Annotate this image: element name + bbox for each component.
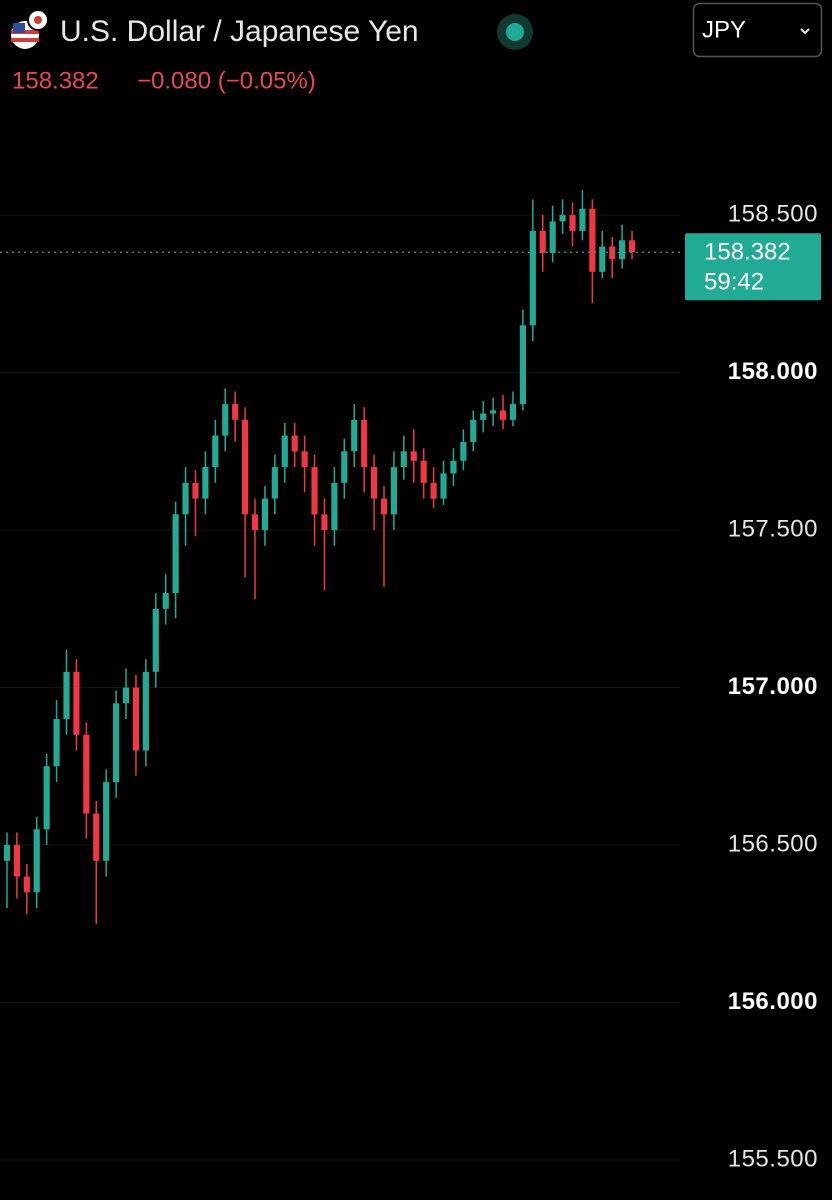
flag-icon	[11, 9, 49, 49]
candle-body	[162, 593, 169, 609]
candle-body	[113, 703, 120, 783]
symbol-title: U.S. Dollar / Japanese Yen	[60, 15, 419, 48]
candle-body	[242, 419, 249, 515]
candle-body	[559, 215, 566, 222]
candle-body	[301, 451, 308, 468]
candle-body	[202, 467, 209, 499]
candle-body	[33, 829, 40, 893]
candle-body	[569, 215, 576, 231]
candle-body	[43, 766, 50, 830]
last-price-tag	[685, 233, 821, 301]
candle-body	[142, 671, 149, 751]
countdown-label: 59:42	[704, 269, 764, 296]
candle-body	[380, 498, 388, 515]
y-tick-label: 157.500	[728, 515, 818, 542]
candle-body	[291, 435, 298, 452]
y-tick-label: 156.500	[728, 830, 818, 857]
candle-body	[152, 608, 159, 672]
y-tick-label: 158.000	[728, 358, 818, 385]
candle-body	[450, 460, 457, 474]
candle-body	[628, 240, 636, 253]
chevron	[800, 28, 810, 35]
candle-body	[232, 404, 239, 420]
header-price: 158.382	[12, 67, 99, 94]
candle-body	[182, 482, 189, 515]
candle-body	[619, 240, 626, 260]
candle-body	[609, 246, 616, 260]
candle-body	[470, 419, 477, 442]
candle-body	[390, 467, 397, 515]
candle-body	[370, 467, 378, 499]
candle-body	[440, 473, 447, 499]
candle-body	[321, 514, 328, 531]
candle-body	[529, 230, 536, 326]
candle-body	[361, 419, 368, 468]
currency-select[interactable]: JPY	[692, 2, 823, 58]
currency-label[interactable]: JPY	[702, 16, 746, 43]
candle-body	[222, 404, 229, 436]
candle-body	[132, 687, 140, 751]
candle-body	[480, 413, 487, 420]
market-status-dot	[506, 23, 524, 41]
candle-body	[509, 404, 517, 420]
header-change: −0.080 (−0.05%)	[137, 67, 316, 94]
y-tick-label: 157.000	[728, 673, 818, 700]
candle-body	[331, 482, 338, 531]
candle-body	[63, 671, 70, 720]
candle-body	[212, 435, 219, 468]
candle-body	[251, 514, 259, 531]
candle-body	[351, 419, 358, 452]
candle-body	[23, 876, 30, 893]
candle-body	[281, 435, 288, 468]
y-tick-label: 158.500	[728, 200, 818, 227]
candle-body	[549, 221, 556, 253]
candle-body	[73, 671, 80, 735]
y-tick-label: 155.500	[728, 1145, 818, 1172]
candle-body	[3, 845, 11, 861]
candle-body	[311, 467, 318, 515]
candle-body	[589, 208, 596, 272]
candle-body	[271, 467, 278, 499]
candle-body	[341, 451, 348, 483]
candle-body	[490, 410, 497, 414]
candle-body	[13, 845, 20, 877]
candle-body	[122, 687, 130, 704]
candle-body	[420, 460, 427, 483]
candle-body	[103, 782, 110, 861]
candle-body	[599, 246, 606, 272]
candle-body	[430, 482, 437, 499]
candle-body	[192, 482, 199, 499]
candle-body	[261, 498, 269, 531]
candle-body	[172, 514, 179, 594]
candle-body	[53, 719, 60, 767]
candle-body	[499, 410, 507, 420]
candle-body	[539, 230, 546, 253]
candle-body	[83, 734, 90, 814]
candle-body	[410, 451, 417, 461]
y-tick-label: 156.000	[728, 988, 818, 1015]
candle-body	[579, 208, 586, 231]
last-price-label: 158.382	[704, 239, 791, 266]
currency-box[interactable]	[692, 2, 823, 58]
candle-body	[400, 451, 407, 468]
candle-body	[460, 441, 467, 461]
plot: 158.500 158.000 157.500 157.000 156.500 156.0…	[0, 189, 821, 1172]
candle-body	[519, 325, 526, 405]
candle-body	[93, 813, 100, 861]
